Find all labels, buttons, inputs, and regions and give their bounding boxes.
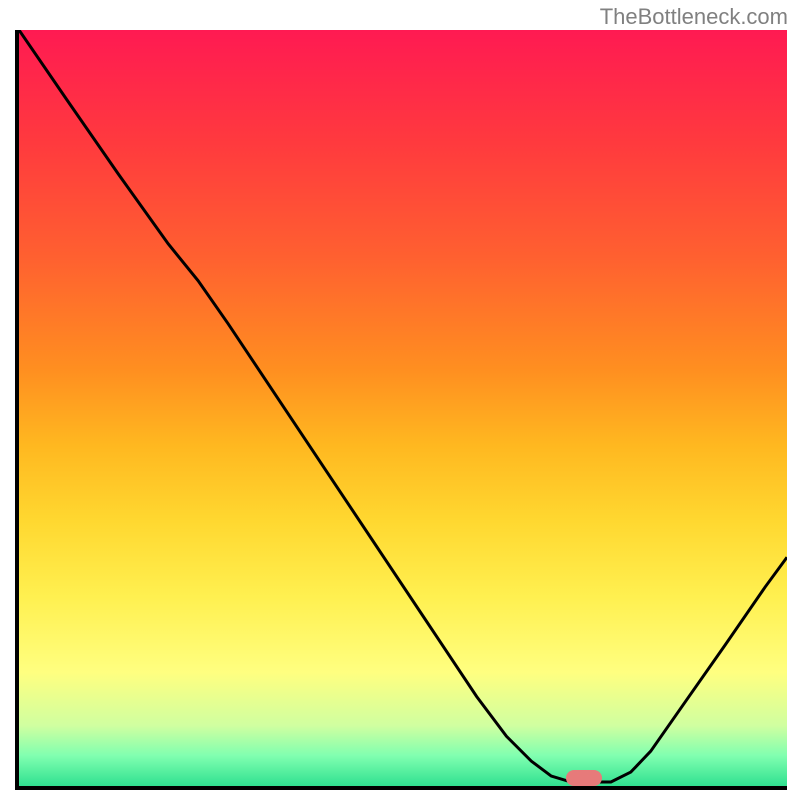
attribution-text: TheBottleneck.com	[600, 4, 788, 30]
chart-area	[15, 30, 787, 790]
chart-container: TheBottleneck.com	[0, 0, 800, 800]
curve-line	[19, 30, 787, 786]
optimum-marker	[566, 770, 602, 786]
